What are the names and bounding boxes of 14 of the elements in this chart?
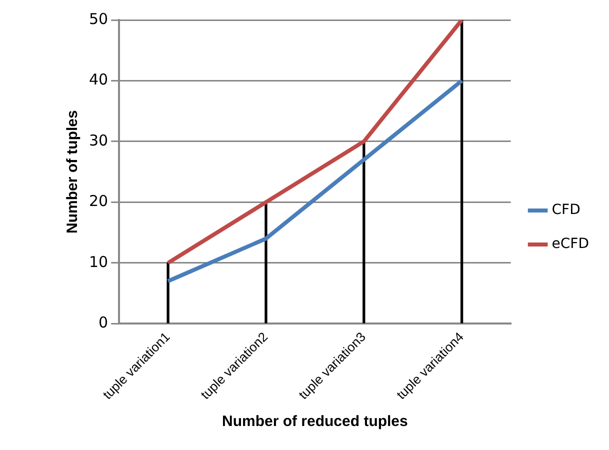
legend-label: eCFD: [552, 236, 590, 252]
bar: [460, 20, 464, 324]
y-axis-title: Number of tuples: [64, 110, 82, 234]
bar: [264, 202, 268, 324]
bar: [166, 262, 170, 324]
legend-label: CFD: [552, 202, 580, 218]
y-tick-label: 10: [88, 252, 108, 271]
y-tick-label: 30: [88, 131, 108, 150]
y-tick-label: 50: [88, 10, 108, 28]
bar: [362, 141, 366, 324]
y-tick-label: 20: [88, 192, 108, 210]
y-tick-label: 0: [98, 314, 108, 332]
y-tick-label: 40: [88, 70, 108, 89]
x-axis-title: Number of reduced tuples: [222, 413, 408, 430]
